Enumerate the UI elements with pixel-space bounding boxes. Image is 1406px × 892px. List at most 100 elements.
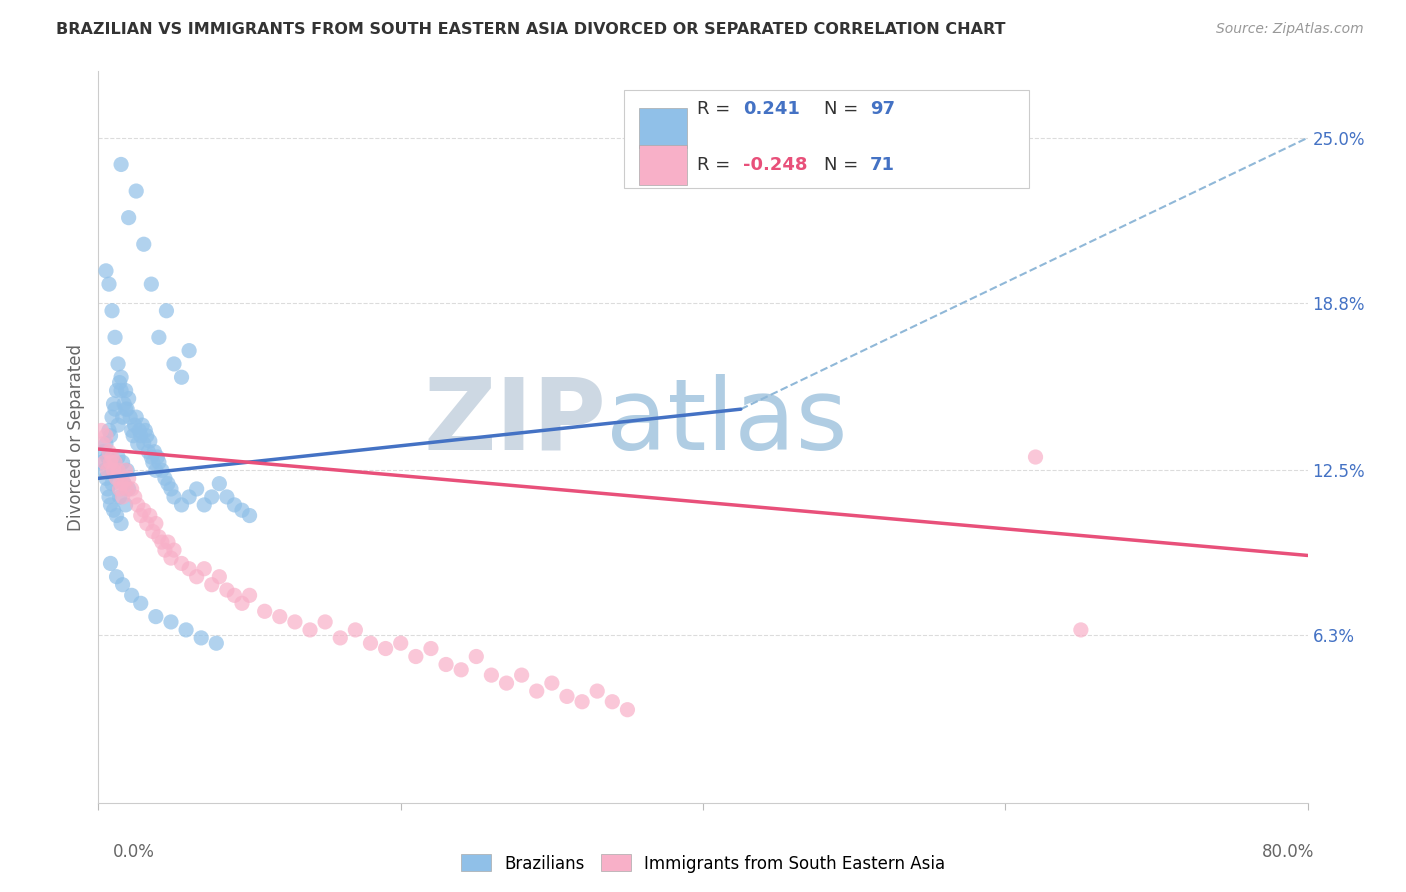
Point [616,703,638,717]
Text: N =: N = [824,101,863,119]
Point [120,410,142,425]
Point [105,384,128,398]
Point [108,376,131,390]
Point [121,424,143,438]
Point [150,463,173,477]
Point [135,429,157,443]
Point [163,490,186,504]
Text: BRAZILIAN VS IMMIGRANTS FROM SOUTH EASTERN ASIA DIVORCED OR SEPARATED CORRELATIO: BRAZILIAN VS IMMIGRANTS FROM SOUTH EASTE… [56,22,1005,37]
Point [100,429,122,443]
Point [224,498,246,512]
Point [107,450,129,464]
Point [124,490,146,504]
Point [100,455,122,469]
Point [108,490,131,504]
Point [163,543,186,558]
Text: atlas: atlas [606,374,848,471]
Point [205,636,228,650]
Point [111,577,134,591]
Point [179,490,201,504]
Point [132,436,155,450]
Point [139,508,162,523]
Point [132,237,155,252]
Point [201,577,224,591]
Point [129,596,152,610]
Point [104,402,127,417]
Point [170,370,193,384]
Point [153,543,176,558]
Text: R =: R = [697,101,735,119]
Point [96,450,118,464]
Point [125,184,148,198]
Point [465,649,488,664]
Point [510,668,533,682]
Point [107,357,129,371]
FancyBboxPatch shape [624,90,1029,188]
Point [160,551,183,566]
Point [98,277,121,292]
Point [143,444,166,458]
Point [91,444,114,458]
Point [90,455,112,469]
Point [160,615,183,629]
Point [148,330,170,344]
Point [145,516,167,531]
Point [101,476,124,491]
Point [155,303,177,318]
Point [108,482,131,496]
Text: 97: 97 [870,101,894,119]
Point [186,482,208,496]
Point [110,476,132,491]
Point [115,482,138,496]
Point [193,498,215,512]
Point [122,429,145,443]
Point [91,436,114,450]
Point [125,410,148,425]
Point [139,434,162,448]
Point [1024,450,1046,464]
Point [100,557,122,571]
Text: 0.241: 0.241 [742,101,800,119]
Point [129,429,152,443]
Point [96,463,118,477]
Point [269,609,291,624]
Point [186,570,208,584]
Point [112,476,135,491]
Point [495,676,517,690]
Point [253,604,276,618]
Point [124,418,146,433]
Point [118,482,141,496]
Legend: Brazilians, Immigrants from South Eastern Asia: Brazilians, Immigrants from South Easter… [454,847,952,880]
Point [190,631,212,645]
Point [103,463,125,477]
Point [163,357,186,371]
Point [129,508,152,523]
Point [170,557,193,571]
Point [314,615,336,629]
Point [110,516,132,531]
Point [156,476,179,491]
Point [110,384,132,398]
Point [105,471,128,485]
Point [115,463,138,477]
Point [208,570,231,584]
Point [101,303,124,318]
Text: ZIP: ZIP [423,374,606,471]
Point [136,444,159,458]
Point [111,490,134,504]
Point [121,482,143,496]
Point [103,503,125,517]
Point [450,663,472,677]
Point [146,450,169,464]
Point [98,490,121,504]
Point [231,503,253,517]
Point [93,455,115,469]
Point [103,397,125,411]
Point [107,463,129,477]
Point [179,343,201,358]
Text: 0.0%: 0.0% [112,843,155,861]
Point [215,490,238,504]
FancyBboxPatch shape [638,108,688,148]
Point [98,424,121,438]
Point [118,471,141,485]
